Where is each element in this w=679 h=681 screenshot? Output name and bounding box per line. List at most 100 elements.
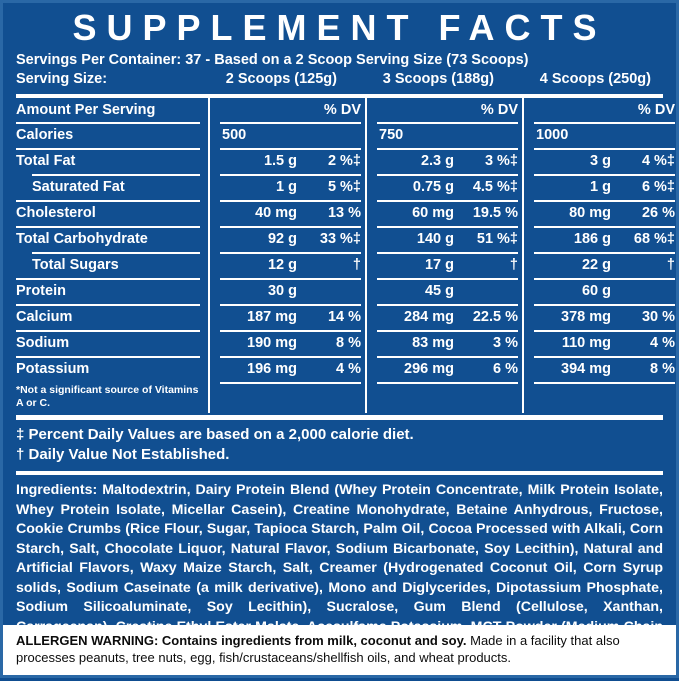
- nutrient-daily-value: 19.5 %: [472, 205, 518, 221]
- vitamin-note-pad-3: [522, 382, 679, 413]
- column-divider-2: [365, 98, 367, 413]
- nutrient-amount: 60 g: [581, 283, 611, 299]
- nutrient-daily-value: [617, 278, 679, 304]
- servings-per-container: Servings Per Container: 37 - Based on a …: [16, 52, 529, 68]
- nutrient-name: Total Carbohydrate: [16, 226, 208, 252]
- nutrient-daily-value: †: [352, 257, 361, 273]
- header-amount-2: [373, 98, 460, 122]
- row-rule: [220, 356, 361, 358]
- serving-info: Servings Per Container: 37 - Based on a …: [3, 51, 676, 89]
- nutrient-amount: 394 mg: [561, 361, 611, 377]
- table-row: Potassium 196 mg 4 % 296 mg 6 % 394 mg 8 %: [16, 356, 675, 382]
- nutrient-amount: 140 g: [416, 231, 454, 247]
- nutrient-amount: 22 g: [581, 257, 611, 273]
- serving-cell: 60 g: [522, 278, 679, 304]
- nutrient-label: Total Fat: [16, 153, 76, 169]
- nutrient-amount: 45 g: [424, 283, 454, 299]
- serving-cell: 1 g 6 %‡: [522, 174, 679, 200]
- table-row: Total Carbohydrate 92 g 33 %‡ 140 g 51 %‡ 186…: [16, 226, 675, 252]
- header-amount-1: [216, 98, 303, 122]
- serving-size-row: Serving Size: 2 Scoops (125g) 3 Scoops (…: [16, 70, 663, 89]
- table-row: Cholesterol 40 mg 13 % 60 mg 19.5 % 80 mg 26 %: [16, 200, 675, 226]
- header-group-1: % DV: [208, 98, 365, 122]
- nutrient-daily-value: 51 %‡: [476, 231, 518, 247]
- nutrient-name: Total Sugars: [16, 252, 208, 278]
- nutrient-name: Saturated Fat: [16, 174, 208, 200]
- row-rule: [220, 122, 361, 124]
- serving-cell: 45 g: [365, 278, 522, 304]
- serving-cell: 40 mg 13 %: [208, 200, 365, 226]
- serving-cell: 30 g: [208, 278, 365, 304]
- nutrient-name: Calories: [16, 122, 208, 148]
- row-rule: [534, 356, 675, 358]
- row-rule: [16, 356, 200, 358]
- row-rule: [534, 174, 675, 176]
- serving-cell: 196 mg 4 %: [208, 356, 365, 382]
- nutrient-label: Protein: [16, 283, 66, 299]
- row-rule: [377, 174, 518, 176]
- serving-cell: 92 g 33 %‡: [208, 226, 365, 252]
- row-rule: [220, 330, 361, 332]
- serving-size-label: Serving Size:: [16, 71, 108, 87]
- serving-cell: 110 mg 4 %: [522, 330, 679, 356]
- nutrient-amount: 110 mg: [561, 335, 611, 351]
- row-rule: [534, 148, 675, 150]
- nutrient-daily-value: 13 %: [327, 205, 361, 221]
- nutrient-label: Total Carbohydrate: [16, 231, 148, 247]
- serving-cell: 750: [365, 122, 522, 148]
- nutrient-amount: 0.75 g: [412, 179, 454, 195]
- row-rule: [377, 278, 518, 280]
- serving-cell: 394 mg 8 %: [522, 356, 679, 382]
- nutrient-amount: 500: [222, 127, 247, 143]
- table-row: Calcium 187 mg 14 % 284 mg 22.5 % 378 mg 30 %: [16, 304, 675, 330]
- nutrient-name: Total Fat: [16, 148, 208, 174]
- nutrient-amount: 187 mg: [247, 309, 297, 325]
- row-rule: [32, 252, 200, 254]
- nutrient-daily-value: 26 %: [641, 205, 675, 221]
- nutrient-name: Protein: [16, 278, 208, 304]
- serving-cell: 60 mg 19.5 %: [365, 200, 522, 226]
- nutrient-label: Calories: [16, 127, 74, 143]
- nutrient-daily-value: 4.5 %‡: [472, 179, 518, 195]
- serving-cell: 1 g 5 %‡: [208, 174, 365, 200]
- serving-cell: 190 mg 8 %: [208, 330, 365, 356]
- nutrient-daily-value: 3 %: [493, 335, 518, 351]
- header-amount-3: [530, 98, 617, 122]
- table-row: Protein 30 g 45 g 60 g: [16, 278, 675, 304]
- page-title: SUPPLEMENT FACTS: [72, 7, 607, 48]
- table-row: Saturated Fat 1 g 5 %‡ 0.75 g 4.5 %‡ 1 g 6 %‡: [16, 174, 675, 200]
- serving-cell: 378 mg 30 %: [522, 304, 679, 330]
- nutrient-amount: 186 g: [573, 231, 611, 247]
- nutrient-name: Cholesterol: [16, 200, 208, 226]
- ingredients-heading: Ingredients:: [16, 482, 98, 498]
- nutrient-daily-value: 2 %‡: [327, 153, 361, 169]
- vitamin-note-row: *Not a significant source of Vitamins A …: [16, 382, 675, 413]
- table-header-row: Amount Per Serving % DV % DV % DV: [16, 98, 675, 122]
- row-rule: [534, 200, 675, 202]
- row-rule: [220, 148, 361, 150]
- row-rule: [534, 330, 675, 332]
- nutrient-amount: 3 g: [590, 153, 611, 169]
- nutrition-table: Amount Per Serving % DV % DV % DV Calori…: [16, 98, 675, 413]
- dv-header-2: % DV: [480, 102, 518, 118]
- row-rule: [377, 330, 518, 332]
- column-divider-3: [522, 98, 524, 413]
- serving-cell: 3 g 4 %‡: [522, 148, 679, 174]
- row-rule: [220, 174, 361, 176]
- row-rule: [534, 252, 675, 254]
- nutrient-daily-value: [460, 278, 522, 304]
- row-rule: [16, 226, 200, 228]
- serving-cell: 17 g †: [365, 252, 522, 278]
- serving-cell: 140 g 51 %‡: [365, 226, 522, 252]
- nutrient-amount: 750: [379, 127, 404, 143]
- allergen-bold-text: Contains ingredients from milk, coconut …: [161, 633, 467, 648]
- table-row: Total Sugars 12 g † 17 g † 22 g †: [16, 252, 675, 278]
- nutrient-daily-value: 5 %‡: [327, 179, 361, 195]
- row-rule: [377, 226, 518, 228]
- footnote-percent-dv: ‡ Percent Daily Values are based on a 2,…: [16, 426, 414, 443]
- nutrient-daily-value: 68 %‡: [633, 231, 675, 247]
- serving-cell: 2.3 g 3 %‡: [365, 148, 522, 174]
- allergen-warning: ALLERGEN WARNING: Contains ingredients f…: [3, 625, 676, 675]
- row-rule: [16, 330, 200, 332]
